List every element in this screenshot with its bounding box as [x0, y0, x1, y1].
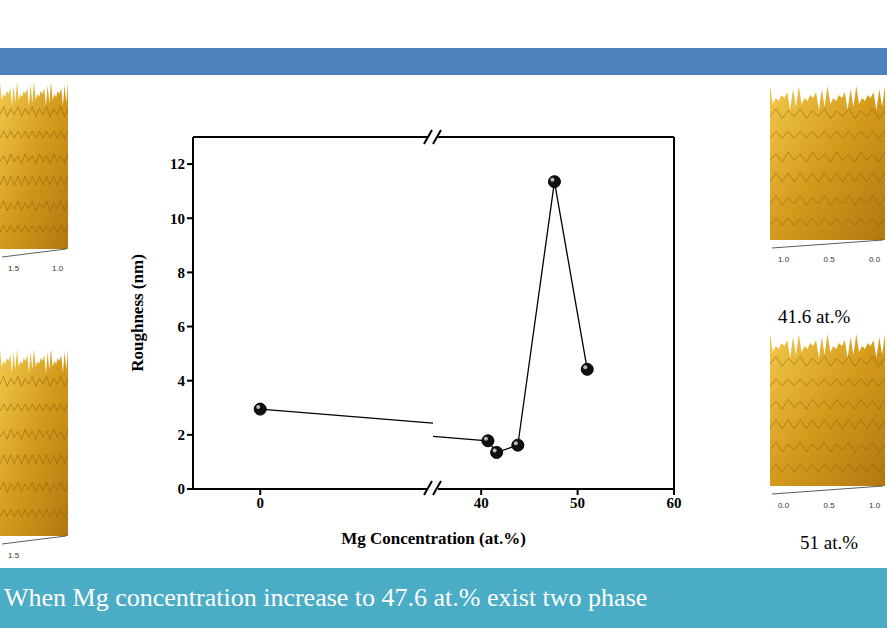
svg-text:0: 0 — [256, 495, 264, 511]
svg-text:1.0: 1.0 — [869, 501, 881, 510]
svg-text:1.0: 1.0 — [778, 255, 790, 264]
svg-text:4: 4 — [178, 373, 186, 389]
svg-text:6: 6 — [178, 319, 186, 335]
html-text:41.6 at.%: 41.6 at.% — [778, 306, 851, 327]
html-text:Roughness (nm): Roughness (nm) — [128, 254, 147, 372]
svg-text:60: 60 — [667, 495, 682, 511]
svg-text:10: 10 — [170, 211, 185, 227]
svg-text:2: 2 — [178, 427, 186, 443]
svg-text:0.0: 0.0 — [778, 501, 790, 510]
svg-text:0.5: 0.5 — [824, 255, 836, 264]
svg-text:0.5: 0.5 — [824, 501, 836, 510]
svg-text:12: 12 — [170, 156, 185, 172]
svg-text:1.5: 1.5 — [8, 551, 20, 560]
svg-text:40: 40 — [474, 495, 489, 511]
svg-text:1.0: 1.0 — [52, 264, 64, 273]
svg-text:0: 0 — [178, 481, 186, 497]
svg-text:50: 50 — [570, 495, 585, 511]
html-text:When Mg concentration increase: When Mg concentration increase to 47.6 a… — [4, 583, 648, 612]
svg-text:8: 8 — [178, 265, 186, 281]
html-text:Mg Concentration (at.%): Mg Concentration (at.%) — [341, 529, 526, 548]
svg-text:0.0: 0.0 — [869, 255, 881, 264]
html-text:51 at.%: 51 at.% — [800, 532, 858, 553]
svg-text:1.5: 1.5 — [8, 264, 20, 273]
